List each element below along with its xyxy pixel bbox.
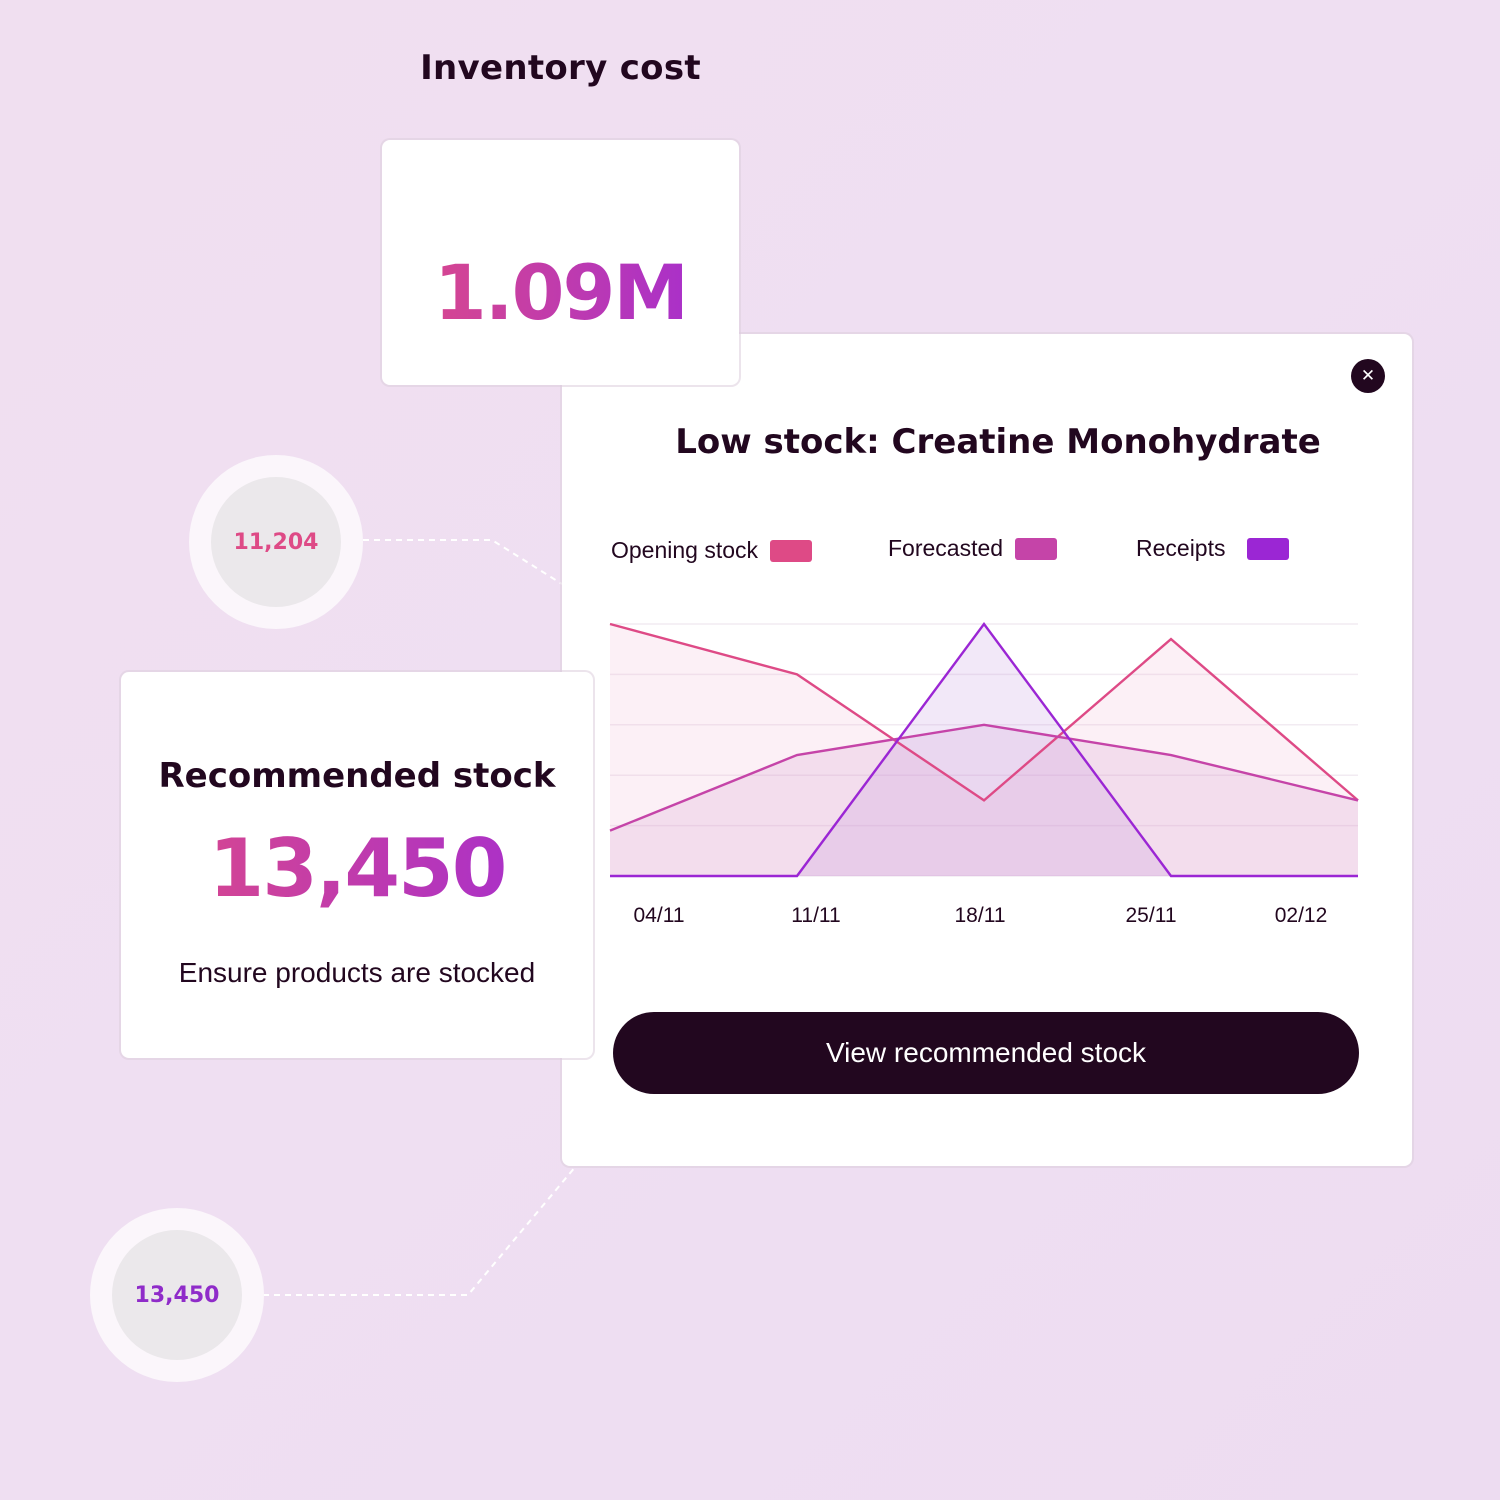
- stock-chart: 04/11 11/11 18/11 25/11 02/12: [609, 621, 1359, 927]
- x-tick-label: 25/11: [1126, 904, 1177, 927]
- close-icon: ✕: [1360, 366, 1376, 386]
- stock-bubble-top: 11,204: [189, 455, 363, 629]
- legend-label: Receipts: [1136, 535, 1226, 561]
- legend-swatch: [770, 539, 813, 562]
- legend-forecasted: Forecasted: [888, 535, 1058, 562]
- recommended-stock-value: 13,450: [121, 822, 593, 915]
- close-button[interactable]: ✕: [1351, 359, 1385, 393]
- legend-swatch: [1015, 537, 1058, 560]
- inventory-cost-value: 1.09M: [382, 248, 739, 337]
- legend-receipts: Receipts: [1136, 535, 1290, 562]
- legend-label: Forecasted: [888, 535, 1004, 561]
- stock-bubble-top-value: 11,204: [211, 477, 341, 607]
- legend-label: Opening stock: [611, 537, 759, 563]
- series-area-opening-stock: [610, 624, 1358, 876]
- recommended-stock-title: Recommended stock: [158, 756, 556, 796]
- low-stock-panel: ✕ Low stock: Creatine Monohydrate Openin…: [562, 334, 1412, 1166]
- series-area-receipts: [610, 624, 1358, 876]
- x-tick-label: 11/11: [791, 904, 840, 927]
- connector-top: [363, 539, 563, 585]
- x-tick-label: 18/11: [955, 904, 1006, 927]
- series-line-receipts: [610, 621, 1358, 878]
- x-tick-label: 04/11: [634, 904, 685, 927]
- view-recommended-stock-button[interactable]: View recommended stock: [613, 1012, 1359, 1094]
- low-stock-title: Low stock: Creatine Monohydrate: [675, 422, 1321, 462]
- recommended-stock-subtitle: Ensure products are stocked: [178, 957, 536, 988]
- legend-swatch: [1247, 537, 1290, 560]
- stock-bubble-bottom-value: 13,450: [112, 1230, 242, 1360]
- x-tick-label: 02/12: [1275, 904, 1328, 927]
- recommended-stock-card: Recommended stock 13,450 Ensure products…: [121, 672, 593, 1058]
- inventory-cost-card: Inventory cost 1.09M: [382, 48, 739, 385]
- stock-bubble-bottom: 13,450: [90, 1208, 264, 1382]
- series-line-forecasted: [609, 723, 1359, 832]
- inventory-cost-title: Inventory cost: [420, 48, 701, 88]
- legend-opening-stock: Opening stock: [611, 537, 813, 564]
- connector-bottom: [263, 1165, 577, 1296]
- series-line-opening-stock: [609, 622, 1359, 802]
